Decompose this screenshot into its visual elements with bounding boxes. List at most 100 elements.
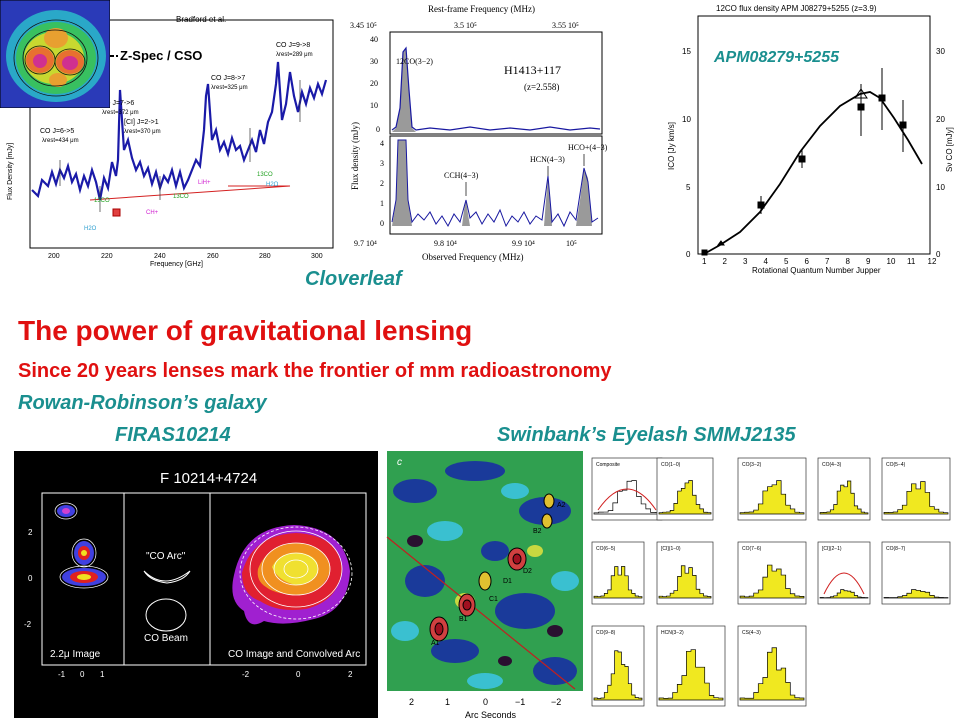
- svg-text:200: 200: [48, 253, 60, 260]
- svg-text:0: 0: [483, 697, 488, 707]
- source-name-label: H1413+117: [504, 63, 561, 77]
- svg-text:15: 15: [682, 47, 691, 56]
- line-label-ci21: [CI] J=2->1: [124, 119, 159, 126]
- svg-text:240: 240: [154, 253, 166, 260]
- svg-text:1: 1: [445, 697, 450, 707]
- svg-text:40: 40: [370, 35, 378, 44]
- svg-text:0: 0: [686, 250, 691, 259]
- svg-text:-2: -2: [242, 670, 250, 679]
- ico-axis-label: ICO [Jy km/s]: [667, 122, 676, 170]
- svg-text:0: 0: [936, 250, 941, 259]
- svg-text:3.45 10⁵: 3.45 10⁵: [350, 21, 377, 30]
- svg-text:30: 30: [936, 47, 945, 56]
- svg-text:4: 4: [380, 139, 384, 148]
- line-label-co65: CO J=6->5: [40, 128, 74, 135]
- svg-text:3.5 10⁵: 3.5 10⁵: [454, 21, 477, 30]
- firas-title: F 10214+4724: [160, 470, 257, 487]
- svg-text:2: 2: [348, 670, 353, 679]
- eyelash-caption: Swinbank’s Eyelash SMMJ2135: [497, 424, 796, 446]
- svg-text:0: 0: [80, 670, 85, 679]
- sled-xtick: 9: [866, 257, 871, 266]
- svg-text:CH+: CH+: [146, 210, 159, 216]
- sled-xtick: 7: [825, 257, 830, 266]
- spectrum-cell-label: CO(9−8): [596, 630, 616, 636]
- spectrum-cell: [CI](2−1): [817, 541, 871, 605]
- svg-text:300: 300: [311, 253, 323, 260]
- svg-text:c: c: [397, 457, 402, 468]
- svg-text:9.9 10⁴: 9.9 10⁴: [512, 239, 535, 248]
- spectrum-cell: Composite: [591, 457, 663, 521]
- spectrum-cell: CO(3−2): [737, 457, 807, 521]
- svg-text:2: 2: [409, 697, 414, 707]
- svg-text:10: 10: [936, 183, 945, 192]
- svg-text:H2O: H2O: [84, 226, 97, 232]
- sled-xtick: 1: [702, 257, 707, 266]
- spectrum-cell-label: CO(1−0): [661, 462, 681, 468]
- svg-text:LiH+: LiH+: [198, 180, 211, 186]
- spectrum-cell-label: CO(7−6): [742, 546, 762, 552]
- spectrum-cell-label: CS(4−3): [742, 630, 761, 636]
- svg-text:3: 3: [380, 159, 384, 168]
- svg-text:2: 2: [380, 179, 384, 188]
- svg-text:B2: B2: [533, 528, 542, 535]
- svg-text:D1: D1: [503, 578, 512, 585]
- svg-text:B1: B1: [459, 616, 468, 623]
- svg-text:−2: −2: [551, 697, 561, 707]
- flux-axis-label: Flux Density [mJy]: [7, 143, 14, 200]
- hcn-line-label: HCN(4−3): [530, 155, 565, 164]
- sled-xtick: 8: [846, 257, 851, 266]
- instrument-label: Z-Spec / CSO: [120, 48, 202, 63]
- svg-text:1: 1: [100, 670, 105, 679]
- snu-axis-label: Sν CO [mJy]: [945, 127, 954, 172]
- svg-text:13CO: 13CO: [94, 198, 110, 204]
- svg-text:λrest=370 μm: λrest=370 μm: [124, 129, 161, 135]
- spectrum-cell: CO(4−3): [817, 457, 871, 521]
- co-image-label: CO Image and Convolved Arc: [228, 649, 360, 660]
- arc-seconds-label: Arc Seconds: [465, 710, 517, 720]
- subheadline: Since 20 years lenses mark the frontier …: [18, 360, 612, 382]
- cloverleaf-caption: Cloverleaf: [305, 268, 402, 290]
- spectrum-cell: CO(6−5): [591, 541, 645, 605]
- svg-text:280: 280: [259, 253, 271, 260]
- svg-text:2: 2: [28, 528, 33, 537]
- spectrum-cell: CS(4−3): [737, 625, 807, 707]
- svg-text:0: 0: [296, 670, 301, 679]
- svg-text:λrest=289 μm: λrest=289 μm: [276, 52, 313, 58]
- spectrum-cell: CO(5−4): [881, 457, 951, 521]
- svg-text:λrest=434 μm: λrest=434 μm: [42, 138, 79, 144]
- spectrum-cell: [CI](1−0): [656, 541, 714, 605]
- svg-text:13CO: 13CO: [257, 172, 273, 178]
- sled-xtick: 5: [784, 257, 789, 266]
- observed-frequency-axis-label: Observed Frequency (MHz): [422, 252, 523, 262]
- line-label-co98: CO J=9->8: [276, 42, 310, 49]
- sled-xtick: 4: [764, 257, 769, 266]
- spectrum-cell-label: CO(3−2): [742, 462, 762, 468]
- svg-text:A2: A2: [557, 502, 566, 509]
- svg-text:13CO: 13CO: [173, 194, 189, 200]
- rest-frame-axis-title: Rest-frame Frequency (MHz): [428, 4, 535, 14]
- svg-text:1: 1: [380, 199, 384, 208]
- co-beam-label: CO Beam: [144, 633, 188, 644]
- svg-text:20: 20: [370, 79, 378, 88]
- spectrum-cell: CO(9−8): [591, 625, 645, 707]
- svg-text:10⁵: 10⁵: [566, 239, 577, 248]
- svg-text:H2O: H2O: [266, 182, 279, 188]
- sled-xtick: 2: [723, 257, 728, 266]
- svg-text:λrest=325 μm: λrest=325 μm: [211, 85, 248, 91]
- sled-xtick: 10: [887, 257, 896, 266]
- svg-text:D2: D2: [523, 568, 532, 575]
- spectrum-cell-label: HCN(3−2): [661, 630, 684, 636]
- svg-text:0: 0: [380, 219, 384, 228]
- spectrum-cell: CO(1−0): [656, 457, 714, 521]
- cloverleaf-image-inset: [0, 0, 110, 108]
- svg-text:A1: A1: [431, 640, 440, 647]
- spectrum-cell-label: Composite: [596, 462, 620, 468]
- co32-line-label: 12CO(3−2): [396, 57, 433, 66]
- spectrum-cell-label: [CI](1−0): [661, 546, 681, 552]
- sled-xtick: 3: [743, 257, 748, 266]
- hco-line-label: HCO+(4−3): [568, 143, 608, 152]
- apm-sled-panel: 12CO flux density APM J08279+5255 (z=3.9…: [660, 0, 960, 275]
- sled-xtick: 11: [907, 257, 916, 266]
- spectrum-cell-label: [CI](2−1): [822, 546, 842, 552]
- flux-density-axis-label: Flux density (mJy): [350, 122, 360, 190]
